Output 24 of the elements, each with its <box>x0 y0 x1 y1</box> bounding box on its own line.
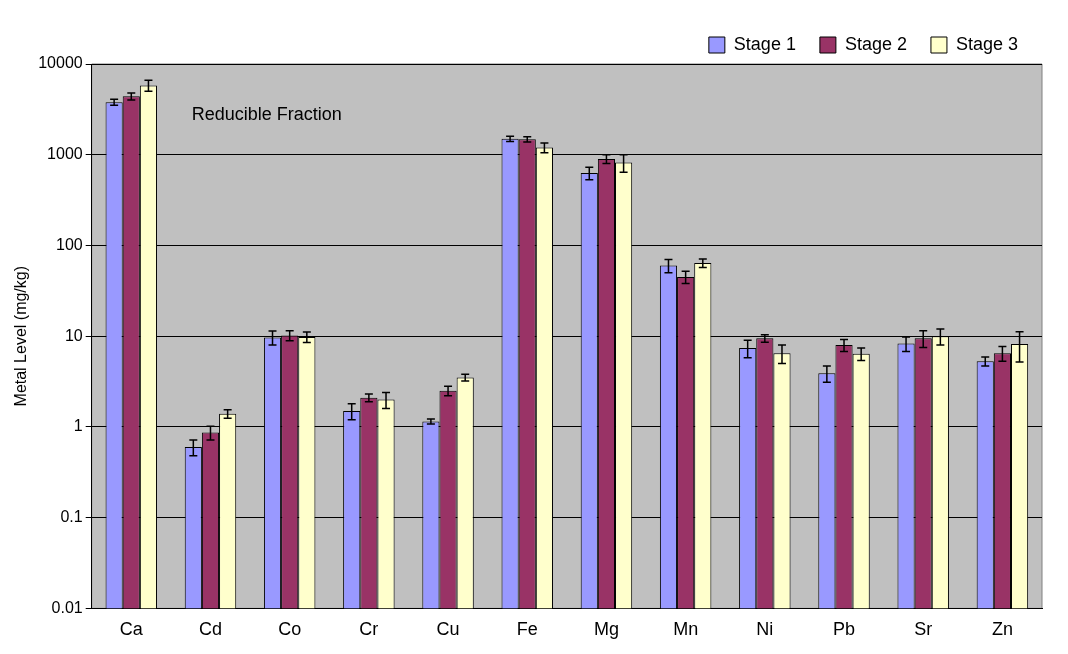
y-tick-label: 1000 <box>47 145 83 163</box>
x-tick-label: Cd <box>198 619 222 640</box>
x-tick-label: Ca <box>119 619 144 640</box>
x-tick-label: Zn <box>991 619 1013 640</box>
y-tick-label: 0.1 <box>60 508 83 526</box>
y-tick-label: 10000 <box>38 54 83 72</box>
x-tick-label: Cu <box>436 619 460 640</box>
y-axis-title: Metal Level (mg/kg) <box>12 265 30 407</box>
legend-label: Stage 3 <box>955 33 1019 54</box>
y-tick-label: 0.01 <box>51 598 83 616</box>
x-tick-label: Fe <box>516 619 538 640</box>
y-tick-label: 10 <box>64 326 83 344</box>
y-tick-label: 100 <box>55 235 83 253</box>
x-tick-label: Co <box>278 619 302 640</box>
x-tick-label: Mn <box>673 619 699 640</box>
x-tick-label: Ni <box>756 619 774 640</box>
y-tick-label: 1 <box>73 417 83 435</box>
legend-label: Stage 2 <box>844 33 907 54</box>
x-tick-label: Mg <box>593 619 619 640</box>
annotation: Reducible Fraction <box>191 103 342 124</box>
x-tick-label: Cr <box>359 619 379 640</box>
x-tick-label: Sr <box>914 619 933 640</box>
legend-label: Stage 1 <box>733 33 796 54</box>
x-tick-label: Pb <box>833 619 856 640</box>
